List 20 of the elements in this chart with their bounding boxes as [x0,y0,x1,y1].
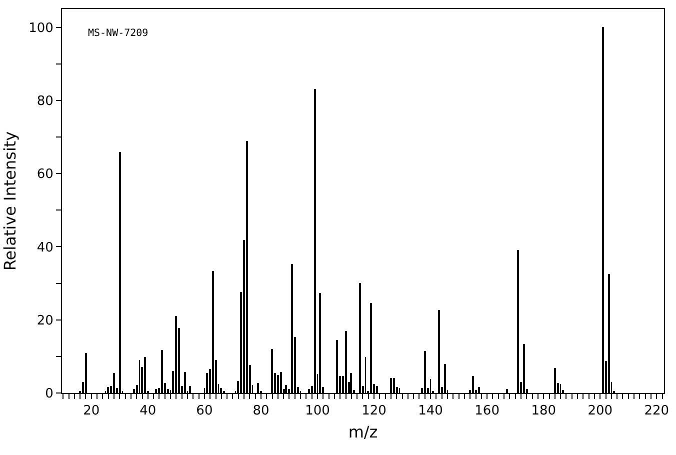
y-tick-label: 60 [36,167,54,182]
y-tick-label: 20 [36,313,54,328]
x-tick-label: 220 [644,404,670,419]
x-tick-label: 160 [474,404,500,419]
x-tick-label: 120 [362,404,386,419]
annotation: MS-NW-7209 [88,28,148,39]
x-tick-label: 80 [252,404,270,419]
x-tick-label: 40 [140,404,156,419]
x-tick-label: 60 [196,404,213,419]
x-tick-label: 20 [83,404,100,419]
y-axis-title: Relative Intensity [0,131,20,271]
x-tick-label: 140 [418,404,443,419]
x-axis-title: m/z [348,422,378,442]
y-tick-label: 0 [45,386,54,402]
x-tick-label: 100 [305,404,330,419]
y-tick-label: 100 [28,20,54,36]
x-tick-label: 180 [531,404,556,419]
y-tick-label: 80 [36,94,54,109]
y-tick-label: 40 [36,240,54,256]
x-tick-label: 200 [588,404,613,419]
